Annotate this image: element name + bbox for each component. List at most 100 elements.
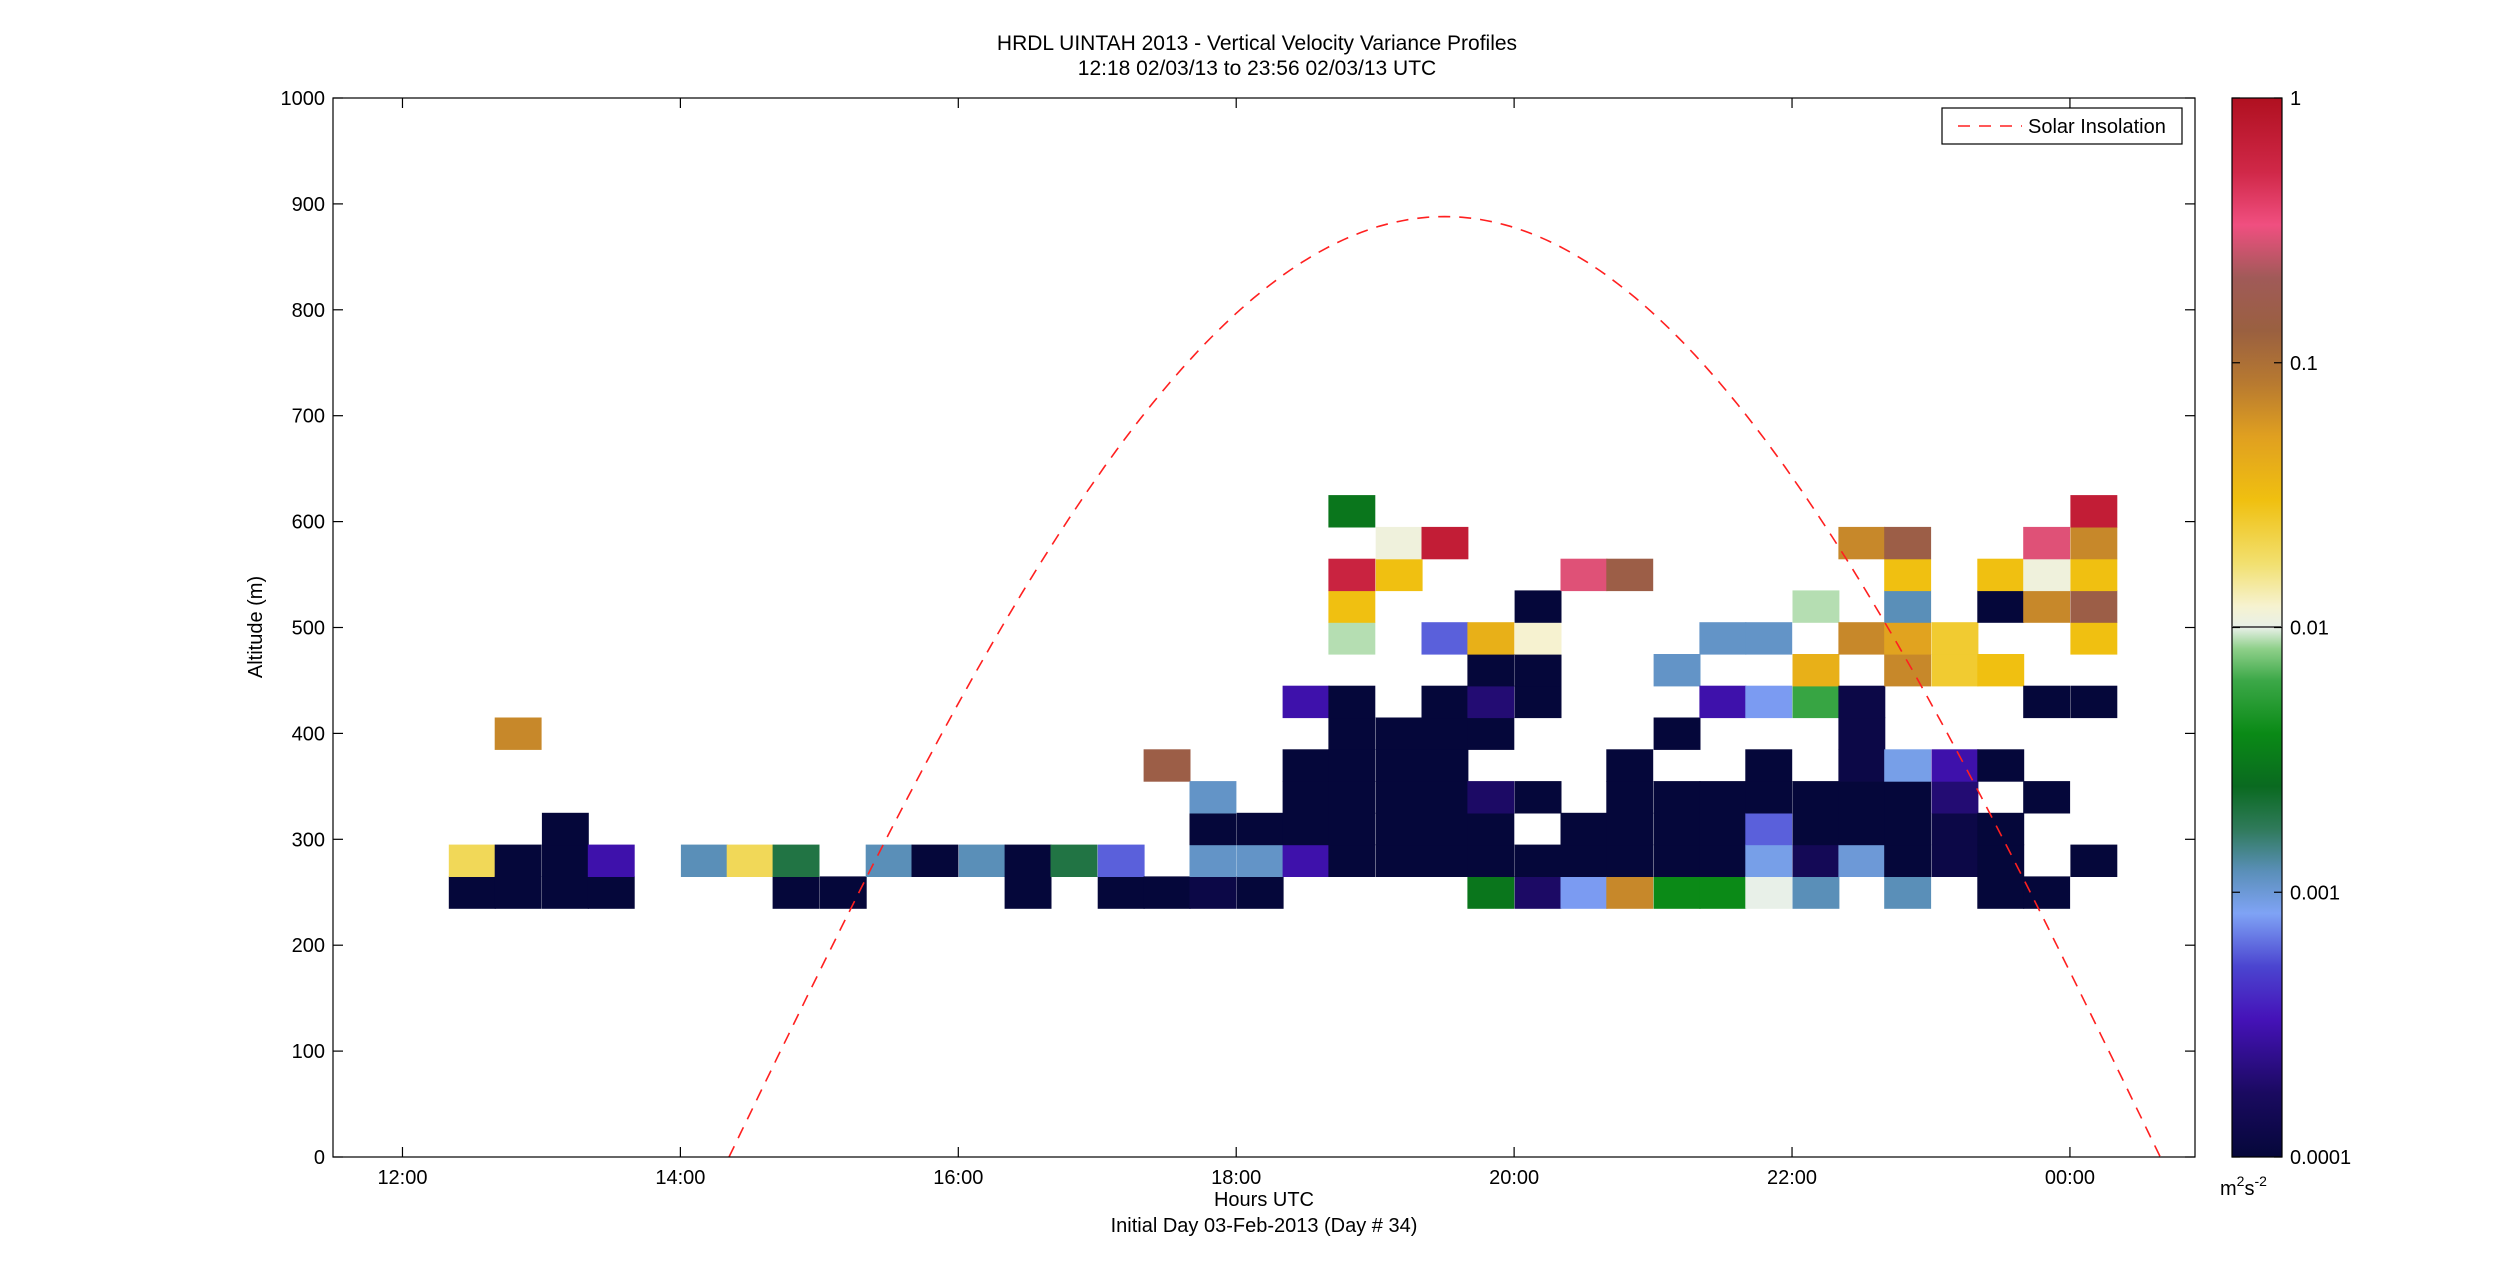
colorbar-tick-label: 0.01 — [2290, 618, 2329, 640]
heatmap-cell — [1745, 876, 1793, 909]
heatmap-cell — [1653, 844, 1701, 877]
solar-insolation-curve — [728, 215, 2162, 1158]
heatmap-cell — [1606, 558, 1654, 592]
heatmap-cell — [1792, 844, 1840, 877]
heatmap-cell — [1977, 590, 2025, 623]
heatmap-cell — [2023, 685, 2071, 719]
y-tick-label: 600 — [292, 512, 325, 534]
heatmap-cell — [1653, 717, 1701, 750]
heatmap-cell — [1189, 844, 1237, 877]
heatmap-cell — [911, 844, 959, 877]
heatmap-cell — [1884, 558, 1932, 592]
y-axis-ticks: 0 100 200 300 400 500 600 700 800 900 1000 — [281, 88, 2195, 1169]
heatmap-cell — [2023, 558, 2071, 592]
heatmap-cell — [494, 844, 542, 877]
heatmap-cell — [1004, 876, 1052, 909]
y-tick-label: 800 — [292, 300, 325, 322]
heatmap-cell — [2070, 526, 2118, 560]
chart-subtitle: 12:18 02/03/13 to 23:56 02/03/13 UTC — [1078, 57, 1436, 80]
heatmap-cell — [2070, 558, 2118, 592]
heatmap-cell — [1653, 812, 1701, 846]
heatmap-cell — [2070, 590, 2118, 623]
heatmap-cell — [2023, 876, 2071, 909]
heatmap-cell — [680, 844, 728, 877]
heatmap-cell — [1050, 844, 1098, 877]
heatmap-cell — [1977, 654, 2025, 687]
heatmap-cell — [1977, 844, 2025, 877]
heatmap-cell — [1884, 812, 1932, 846]
heatmap-cell — [2070, 844, 2118, 877]
heatmap-cell — [1792, 590, 1840, 623]
heatmap-cell — [1653, 654, 1701, 687]
y-axis-label: Altitude (m) — [245, 576, 267, 678]
colorbar-unit-sup2: -2 — [2254, 1173, 2267, 1189]
heatmap-cell — [1560, 876, 1608, 909]
heatmap-cell — [1838, 844, 1886, 877]
heatmap-cell — [1699, 876, 1747, 909]
heatmap-cell — [1931, 654, 1979, 687]
heatmap-cell — [1745, 781, 1793, 814]
legend-label: Solar Insolation — [2028, 116, 2166, 138]
chart-title: HRDL UINTAH 2013 - Vertical Velocity Var… — [997, 32, 1517, 55]
heatmap-cell — [1838, 526, 1886, 560]
heatmap-cell — [448, 844, 496, 877]
x-tick-label: 18:00 — [1211, 1167, 1261, 1189]
heatmap-cell — [1421, 717, 1469, 750]
heatmap-cell — [1514, 685, 1562, 719]
heatmap-cell — [1838, 749, 1886, 782]
heatmap-cell — [1282, 749, 1330, 782]
heatmap-cell — [1328, 495, 1376, 528]
x-axis-sublabel: Initial Day 03-Feb-2013 (Day # 34) — [1111, 1215, 1418, 1237]
heatmap-cell — [1699, 844, 1747, 877]
plot-frame — [332, 97, 2196, 1158]
heatmap-cell — [1653, 876, 1701, 909]
heatmap-cell — [1884, 654, 1932, 687]
heatmap-cell — [1653, 781, 1701, 814]
heatmap-cell — [1375, 717, 1423, 750]
x-tick-label: 16:00 — [933, 1167, 983, 1189]
heatmap-cell — [1375, 844, 1423, 877]
heatmap-cell — [1467, 654, 1515, 687]
heatmap-cell — [1143, 876, 1191, 909]
heatmap-cell — [1606, 781, 1654, 814]
heatmap-cell — [1792, 781, 1840, 814]
x-tick-label: 14:00 — [655, 1167, 705, 1189]
colorbar-tick-label: 0.001 — [2290, 882, 2340, 904]
heatmap-cell — [1328, 685, 1376, 719]
heatmap-cell — [1931, 844, 1979, 877]
heatmap-cell — [1514, 781, 1562, 814]
x-tick-label: 20:00 — [1489, 1167, 1539, 1189]
heatmap-cell — [1884, 876, 1932, 909]
heatmap-cells — [448, 495, 2118, 909]
heatmap-cell — [1328, 749, 1376, 782]
heatmap-cell — [1236, 812, 1284, 846]
heatmap-cell — [1560, 844, 1608, 877]
y-tick-label: 900 — [292, 194, 325, 216]
heatmap-cell — [1606, 749, 1654, 782]
heatmap-cell — [1328, 844, 1376, 877]
y-tick-label: 1000 — [281, 88, 326, 110]
heatmap-cell — [1328, 558, 1376, 592]
heatmap-cell — [2070, 622, 2118, 655]
heatmap-cell — [1282, 685, 1330, 719]
heatmap-cell — [1328, 781, 1376, 814]
y-tick-label: 200 — [292, 935, 325, 957]
y-tick-label: 300 — [292, 829, 325, 851]
y-tick-label: 0 — [314, 1147, 325, 1169]
heatmap-cell — [1189, 812, 1237, 846]
heatmap-cell — [1838, 781, 1886, 814]
heatmap-cell — [541, 876, 589, 909]
heatmap-cell — [1467, 876, 1515, 909]
heatmap-cell — [1421, 749, 1469, 782]
heatmap-cell — [1977, 812, 2025, 846]
heatmap-cell — [1745, 749, 1793, 782]
heatmap-cell — [541, 844, 589, 877]
heatmap-cell — [1884, 526, 1932, 560]
heatmap-cell — [1560, 812, 1608, 846]
heatmap-cell — [1931, 812, 1979, 846]
heatmap-cell — [1884, 622, 1932, 655]
heatmap-cell — [2070, 685, 2118, 719]
heatmap-cell — [726, 844, 774, 877]
heatmap-cell — [1745, 812, 1793, 846]
